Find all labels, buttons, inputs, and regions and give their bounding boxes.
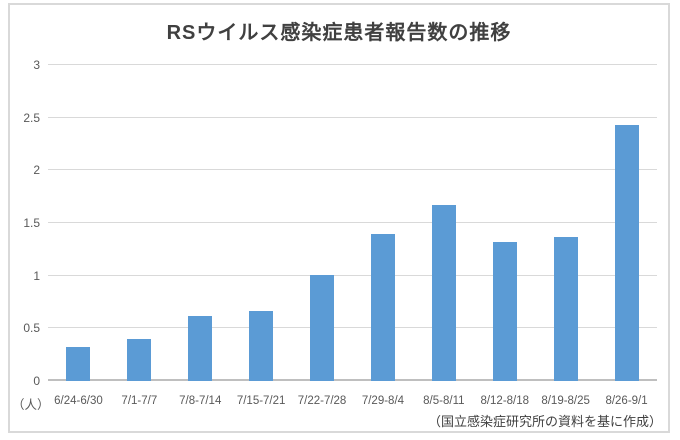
- y-tick-label: 1: [33, 268, 40, 283]
- plot-area: [48, 64, 657, 381]
- gridline: [48, 222, 657, 223]
- gridline: [48, 327, 657, 329]
- y-tick-label: 0: [33, 374, 40, 388]
- x-tick-label: 7/8-7/14: [179, 395, 222, 407]
- y-tick-label: 3: [33, 58, 40, 72]
- x-axis-line: [48, 379, 657, 381]
- chart-frame: RSウイルス感染症患者報告数の推移 0 0.5 1 1.5 2 2.5 3 6/24-6/3…: [8, 3, 670, 433]
- y-tick-label: 1.5: [23, 216, 40, 230]
- bar: [492, 241, 517, 381]
- x-tick-label: 8/26-9/1: [605, 395, 648, 407]
- bar: [249, 311, 274, 381]
- bar: [614, 125, 639, 381]
- gridline: [48, 116, 657, 118]
- x-tick-label: 8/19-8/25: [541, 395, 590, 407]
- x-tick-label: 8/5-8/11: [423, 395, 465, 407]
- gridline: [48, 274, 657, 276]
- bar: [310, 274, 335, 381]
- bar: [370, 233, 395, 381]
- source-note: （国立感染症研究所の資料を基に作成）: [427, 414, 662, 429]
- y-tick-label: 0.5: [23, 321, 40, 336]
- x-tick-label: 6/24-6/30: [54, 395, 103, 407]
- x-axis-labels: 6/24-6/30 7/1-7/7 7/8-7/14 7/15-7/21 7/22-7/…: [48, 395, 657, 411]
- x-tick-label: 7/15-7/21: [236, 395, 286, 407]
- chart-title: RSウイルス感染症患者報告数の推移: [166, 22, 512, 44]
- gridline: [48, 64, 657, 65]
- y-axis-unit-label: （人）: [12, 398, 50, 412]
- y-tick-label: 2.5: [23, 110, 40, 125]
- gridline: [48, 169, 657, 171]
- bar: [188, 315, 213, 381]
- y-axis-labels: 0 0.5 1 1.5 2 2.5 3: [10, 58, 40, 388]
- x-tick-label: 8/12-8/18: [480, 395, 530, 407]
- x-tick-label: 7/22-7/28: [297, 395, 347, 407]
- bar: [66, 347, 91, 381]
- y-tick-label: 2: [33, 163, 40, 178]
- x-tick-label: 7/29-8/4: [361, 395, 405, 407]
- x-tick-label: 7/1-7/7: [121, 395, 158, 407]
- bar: [127, 338, 152, 381]
- bar: [431, 205, 456, 381]
- bar: [553, 236, 578, 381]
